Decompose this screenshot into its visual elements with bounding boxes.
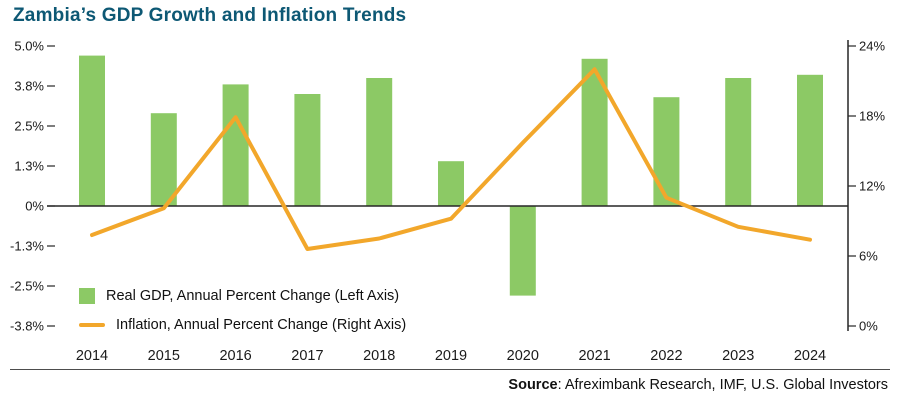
gdp-bar-2018 <box>366 78 393 206</box>
source-text: : Afreximbank Research, IMF, U.S. Global… <box>557 377 888 393</box>
inflation-line <box>90 67 812 251</box>
gdp-bar-2015 <box>150 113 177 206</box>
gdp-bar-2024 <box>797 74 823 206</box>
legend-item-gdp: Real GDP, Annual Percent Change (Left Ax… <box>79 288 406 304</box>
gdp-bar-2014 <box>79 55 105 206</box>
left-axis-tick-label: -2.5% <box>10 279 44 294</box>
gdp-bar-2016 <box>222 84 249 206</box>
x-axis-year-label: 2022 <box>650 348 682 364</box>
gdp-bar-2017 <box>294 94 321 206</box>
left-axis-tick-label: 1.3% <box>14 159 44 174</box>
x-axis-year-label: 2015 <box>148 348 180 364</box>
source-label: Source <box>508 377 558 393</box>
x-axis-year-label: 2017 <box>291 348 323 364</box>
source-credit: Source: Afreximbank Research, IMF, U.S. … <box>508 377 888 393</box>
left-axis-tick-label: 2.5% <box>14 119 44 134</box>
left-axis-tick-label: -1.3% <box>10 239 44 254</box>
x-axis-year-label: 2023 <box>722 348 754 364</box>
left-axis-tick-label: -3.8% <box>10 319 44 334</box>
x-axis-year-label: 2019 <box>435 348 467 364</box>
left-axis-tick-label: 5.0% <box>14 39 44 54</box>
x-axis-year-label: 2014 <box>76 348 108 364</box>
gdp-bar-2019 <box>438 161 464 206</box>
gdp-bar-2022 <box>653 97 680 206</box>
right-axis-tick-label: 12% <box>859 179 885 194</box>
right-axis-tick-label: 0% <box>859 319 878 334</box>
chart-title: Zambia’s GDP Growth and Inflation Trends <box>13 5 407 26</box>
x-axis-year-label: 2021 <box>578 348 610 364</box>
footer-divider <box>10 369 890 370</box>
x-axis-year-label: 2018 <box>363 348 395 364</box>
x-axis-year-label: 2020 <box>507 348 539 364</box>
gdp-legend-label: Real GDP, Annual Percent Change (Left Ax… <box>106 288 400 304</box>
right-axis-tick-label: 18% <box>859 109 885 124</box>
inflation-legend-label: Inflation, Annual Percent Change (Right … <box>116 317 407 333</box>
gdp-bar-swatch <box>79 288 95 304</box>
gdp-bar-2020 <box>509 206 536 296</box>
left-axis-tick-label: 3.8% <box>14 79 44 94</box>
x-axis-year-label: 2016 <box>219 348 251 364</box>
right-axis-tick-label: 6% <box>859 249 878 264</box>
legend-item-inflation: Inflation, Annual Percent Change (Right … <box>79 317 406 333</box>
gdp-bar-2023 <box>725 78 752 206</box>
left-axis-tick-label: 0% <box>25 199 44 214</box>
legend: Real GDP, Annual Percent Change (Left Ax… <box>79 288 406 333</box>
right-axis-tick-label: 24% <box>859 39 885 54</box>
x-axis-year-label: 2024 <box>794 348 826 364</box>
inflation-line-swatch <box>79 322 105 328</box>
